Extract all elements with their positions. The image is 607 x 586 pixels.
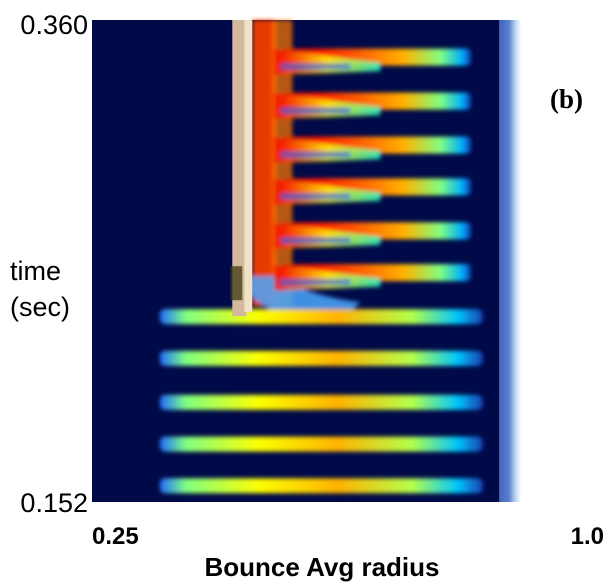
cool-strip — [280, 107, 351, 114]
x-tick-label-right: 1.0 — [571, 523, 604, 550]
wall-stripe — [499, 20, 522, 502]
panel-label: (b) — [550, 84, 583, 114]
cool-strip — [280, 237, 351, 244]
y-tick-label-bottom: 0.152 — [20, 488, 88, 518]
y-tick-label-top: 0.360 — [20, 10, 88, 40]
heatmap-background — [92, 20, 516, 502]
heat-band — [159, 394, 483, 410]
front-interface-column — [232, 20, 247, 317]
heat-band — [159, 478, 483, 494]
y-axis-label-line-1: time — [10, 256, 61, 286]
front-interface-highlight — [244, 20, 253, 313]
axes-overlay — [230, 20, 522, 502]
cool-strip — [280, 63, 351, 70]
x-axis-label: Bounce Avg radius — [204, 552, 439, 582]
cool-strip — [280, 151, 351, 158]
x-tick-label-left: 0.25 — [92, 523, 139, 550]
heat-band — [159, 436, 483, 452]
cool-strip — [280, 279, 351, 286]
heat-band — [159, 309, 483, 325]
y-axis-label-line-2: (sec) — [10, 292, 70, 322]
heat-band — [159, 350, 483, 366]
heatmap-content — [159, 20, 483, 494]
cool-strip — [280, 193, 351, 200]
front-interface-dark — [230, 266, 243, 301]
